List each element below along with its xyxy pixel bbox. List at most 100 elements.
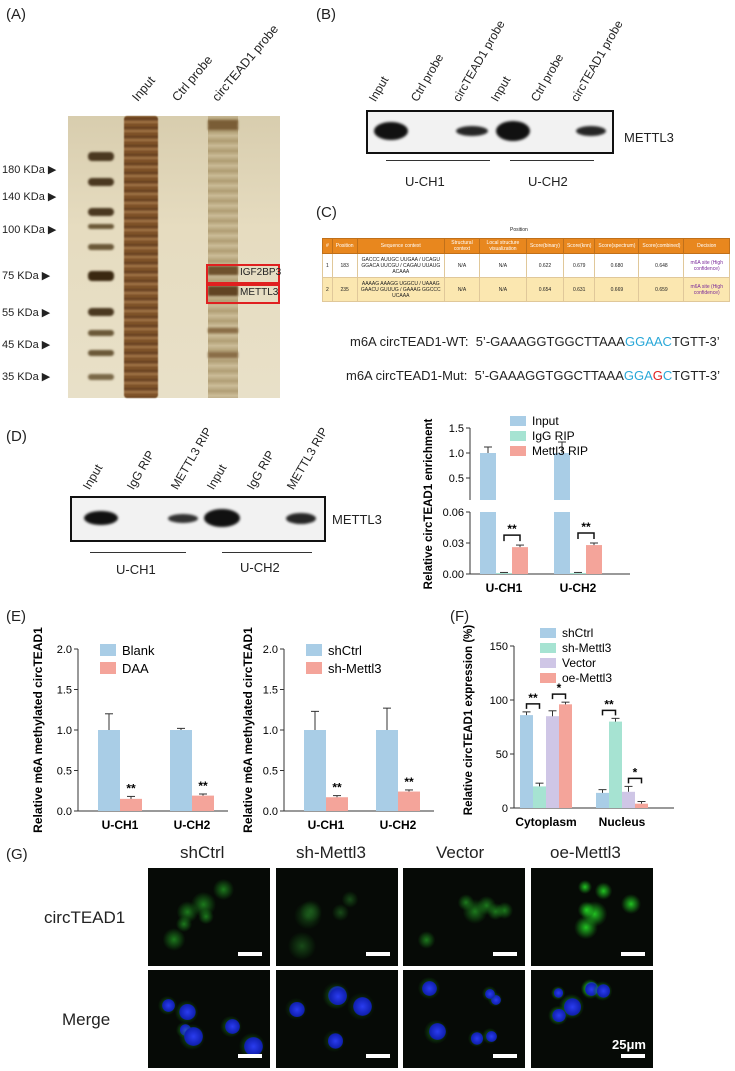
nucleus-dapi [329, 987, 347, 1006]
f-localization-chart: 0 50 100 150 Cytoplasm Nucleus Relative circTE… [463, 625, 674, 829]
y-tick-label: 2.0 [57, 644, 72, 656]
marker-75: 75 KDa ▶ [2, 270, 51, 282]
micrograph-merge [531, 970, 653, 1068]
y-tick-label: 0 [502, 803, 508, 815]
bar-input [480, 453, 496, 500]
cell-signal [417, 931, 436, 949]
y-tick-label: 150 [490, 641, 508, 653]
bar-vector [546, 716, 559, 808]
nucleus-dapi [161, 998, 176, 1013]
nucleus-dapi [429, 1023, 446, 1041]
marker-100: 100 KDa ▶ [2, 224, 57, 236]
nucleus-dapi [244, 1037, 263, 1056]
cell-signal [577, 901, 596, 919]
legend-label: IgG RIP [532, 429, 575, 443]
cell-signal [577, 879, 593, 895]
legend-swatch [540, 628, 556, 638]
scale-bar [621, 952, 645, 956]
cell-signal [191, 891, 217, 917]
legend-swatch [306, 644, 322, 656]
silver-stain-gel: IGF2BP3 METTL3 [68, 116, 282, 398]
y-tick-label: 100 [490, 695, 508, 707]
legend-label: DAA [122, 661, 149, 676]
bar-shctrl [304, 730, 326, 811]
m6a-prediction-table: # Position Sequence context Structural con… [322, 238, 730, 302]
x-tick-label: U-CH2 [380, 818, 417, 832]
y-tick-label: 0.0 [263, 806, 278, 818]
nucleus-dapi [184, 1027, 203, 1046]
x-tick-label: U-CH1 [486, 581, 523, 595]
micrograph-circtead1 [531, 868, 653, 966]
panel-f-label: (F) [450, 608, 470, 625]
e1-methylation-chart: 0.0 0.5 1.0 1.5 2.0 U-CH1 U-CH2 Relative m6A me… [31, 627, 228, 833]
y-tick-label: 1.0 [263, 725, 278, 737]
y-tick-label: 1.0 [449, 448, 464, 460]
col-label-shctrl: shCtrl [180, 843, 225, 862]
panel-c-label: (C) [316, 204, 337, 221]
nucleus-dapi [289, 1001, 305, 1018]
legend-label: Vector [562, 656, 596, 670]
significance-mark: ** [198, 779, 208, 793]
scale-bar [493, 952, 517, 956]
cell-signal [332, 904, 349, 921]
significance-mark: * [633, 765, 638, 779]
cell-signal [621, 894, 642, 915]
panel-d-protein: METTL3 [332, 512, 382, 527]
panel-d-group-2: U-CH2 [240, 560, 280, 575]
scale-bar [238, 1054, 262, 1058]
significance-bracket [601, 709, 617, 716]
panel-d-lane-5: IgG RIP [243, 448, 278, 492]
bar-blank [98, 730, 120, 811]
legend-label: Input [532, 414, 559, 428]
mettl3-box [206, 284, 280, 304]
bar-igg-rip [570, 572, 586, 574]
legend-label: oe-Mettl3 [562, 671, 612, 685]
x-tick-label: U-CH1 [308, 818, 345, 832]
x-tick-label: U-CH2 [174, 818, 211, 832]
y-tick-label: 0.5 [263, 766, 278, 778]
y-tick-label: 1.0 [57, 725, 72, 737]
bar-oe-mettl3 [635, 803, 648, 808]
panel-d-lane-6: METTL3 RIP [283, 424, 331, 492]
table-row: 2 235 AAAAG AAAGG UGGCU / UAAAG GAACU GUUU… [322, 277, 730, 302]
y-axis-label: Relative circTEAD1 expression (%) [463, 625, 475, 816]
nucleus-dapi [490, 994, 501, 1005]
legend-swatch [100, 644, 116, 656]
legend-swatch [306, 662, 322, 674]
legend-label: Mettl3 RIP [532, 444, 588, 458]
nucleus-dapi [179, 1003, 196, 1021]
table-title: Position [510, 227, 528, 233]
cell-signal [487, 903, 505, 921]
micrograph-merge [148, 970, 270, 1068]
micrograph-merge [276, 970, 398, 1068]
legend-label: Blank [122, 643, 155, 658]
panel-d-group-1: U-CH1 [116, 562, 156, 577]
legend-label: shCtrl [562, 626, 593, 640]
bar-input [554, 453, 570, 500]
nucleus-dapi [563, 998, 582, 1016]
legend-swatch [540, 658, 556, 668]
legend-swatch [540, 643, 556, 653]
col-label-sh-mettl3: sh-Mettl3 [296, 843, 366, 862]
cell-signal [462, 898, 488, 924]
marker-180: 180 KDa ▶ [2, 164, 57, 176]
igf2bp3-box [206, 264, 280, 284]
bar-mettl3-rip [586, 545, 602, 574]
e2-methylation-chart: 0.0 0.5 1.0 1.5 2.0 U-CH1 U-CH2 Relative m6A me… [241, 627, 434, 833]
panel-a-lane-ctrl: Ctrl probe [169, 52, 216, 104]
x-tick-label: U-CH2 [560, 581, 597, 595]
y-tick-label: 50 [496, 749, 508, 761]
bar-sh-mettl3 [533, 786, 546, 808]
marker-45: 45 KDa ▶ [2, 339, 51, 351]
scale-label: 25μm [612, 1037, 646, 1052]
y-tick-label: 1.5 [263, 685, 278, 697]
row-label-merge: Merge [62, 1010, 111, 1029]
panel-g-label: (G) [6, 846, 28, 863]
cell-signal [212, 878, 234, 900]
y-tick-label: 0.00 [443, 569, 464, 581]
significance-mark: ** [528, 691, 538, 705]
bar-input [480, 512, 496, 574]
igf2bp3-label: IGF2BP3 [240, 267, 282, 278]
y-tick-label: 0.5 [57, 766, 72, 778]
y-axis-label: Relative m6A methylated circTEAD1 [31, 627, 45, 833]
